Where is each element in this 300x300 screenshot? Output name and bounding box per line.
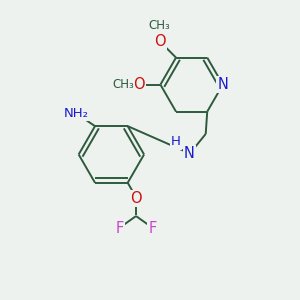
Text: CH₃: CH₃ — [113, 78, 134, 91]
Text: O: O — [154, 34, 166, 49]
Text: O: O — [130, 191, 142, 206]
Text: H: H — [171, 136, 181, 148]
Text: NH₂: NH₂ — [64, 107, 89, 120]
Text: N: N — [184, 146, 195, 161]
Text: F: F — [116, 221, 124, 236]
Text: CH₃: CH₃ — [149, 19, 170, 32]
Text: F: F — [148, 221, 157, 236]
Text: N: N — [218, 77, 228, 92]
Text: O: O — [133, 77, 145, 92]
